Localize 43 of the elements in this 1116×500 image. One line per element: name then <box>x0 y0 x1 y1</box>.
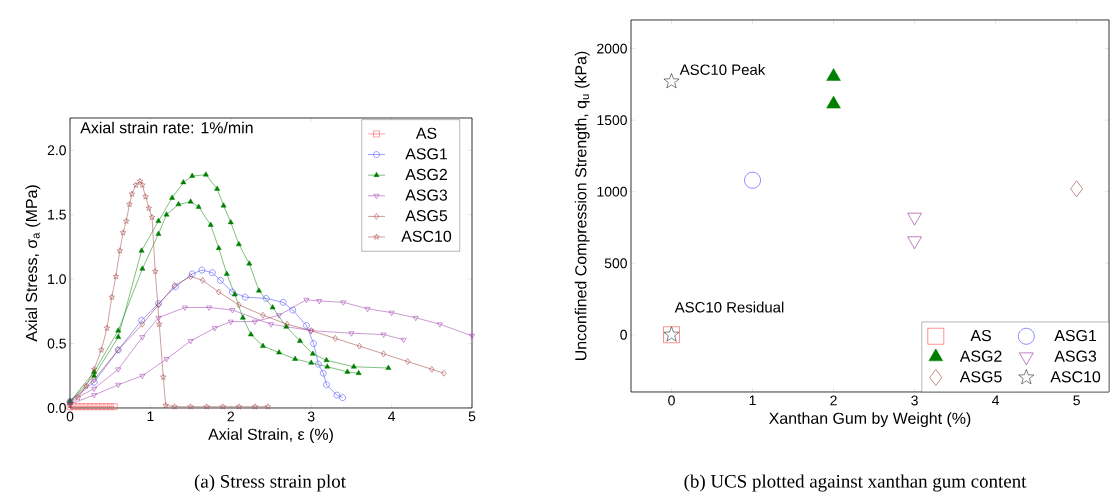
y-tick-label: 1.0 <box>48 274 66 285</box>
x-tick-label: 0 <box>668 395 675 406</box>
y-tick-label: 0 <box>620 329 627 340</box>
y-tick-label: 1500 <box>597 115 627 126</box>
x-tick-label: 5 <box>1073 395 1080 406</box>
x-tick-label: 5 <box>468 411 476 422</box>
legend-label: ASG5 <box>405 210 448 222</box>
legend-label: AS <box>415 127 437 139</box>
legend-label: ASG2 <box>405 168 447 181</box>
x-axis-title: Xanthan Gum by Weight (%) <box>769 412 971 428</box>
y-tick-label: 1000 <box>597 186 627 197</box>
y-tick-label: 2.0 <box>47 145 66 156</box>
annotation: ASC10 Peak <box>679 64 766 75</box>
legend-label: ASG1 <box>405 148 447 160</box>
x-tick-label: 2 <box>227 411 234 422</box>
y-tick-label: 2000 <box>597 43 627 54</box>
legend-label: ASG2 <box>959 350 1002 362</box>
legend-label: ASG5 <box>959 371 1002 383</box>
annotation: Axial strain rate: 1%/min <box>80 121 253 134</box>
x-tick-label: 1 <box>147 411 154 422</box>
legend-label: ASG3 <box>1054 350 1097 362</box>
y-tick-label: 1.5 <box>48 209 66 220</box>
annotation: ASC10 Residual <box>674 301 784 313</box>
y-axis-title: Axial Stress, σ$_{a}$ (MPa) <box>25 185 41 342</box>
legend-label: AS <box>970 329 991 342</box>
legend-label: ASC10 <box>1050 371 1101 383</box>
x-tick-label: 1 <box>749 395 756 406</box>
text: (b) UCS plotted against xanthan gum content <box>684 474 1027 492</box>
x-tick-label: 4 <box>992 395 1000 406</box>
x-tick-label: 0 <box>66 411 74 422</box>
y-tick-label: 500 <box>604 258 627 269</box>
y-axis-title: Unconfined Compression Strength, q$_{u}$ (kPa) <box>574 51 590 361</box>
x-tick-label: 2 <box>830 395 837 406</box>
y-tick-label: 0.0 <box>47 403 66 413</box>
legend-label: ASG3 <box>405 189 448 201</box>
x-axis-title: Axial Strain, ε (%) <box>208 428 333 444</box>
x-tick-label: 4 <box>388 411 396 422</box>
legend-label: ASG1 <box>1054 329 1097 342</box>
x-tick-label: 3 <box>911 395 918 406</box>
legend-label: ASC10 <box>401 230 452 242</box>
y-tick-label: 0.5 <box>47 338 66 349</box>
x-tick-label: 3 <box>307 411 315 422</box>
text: (a) Stress strain plot <box>194 474 346 492</box>
